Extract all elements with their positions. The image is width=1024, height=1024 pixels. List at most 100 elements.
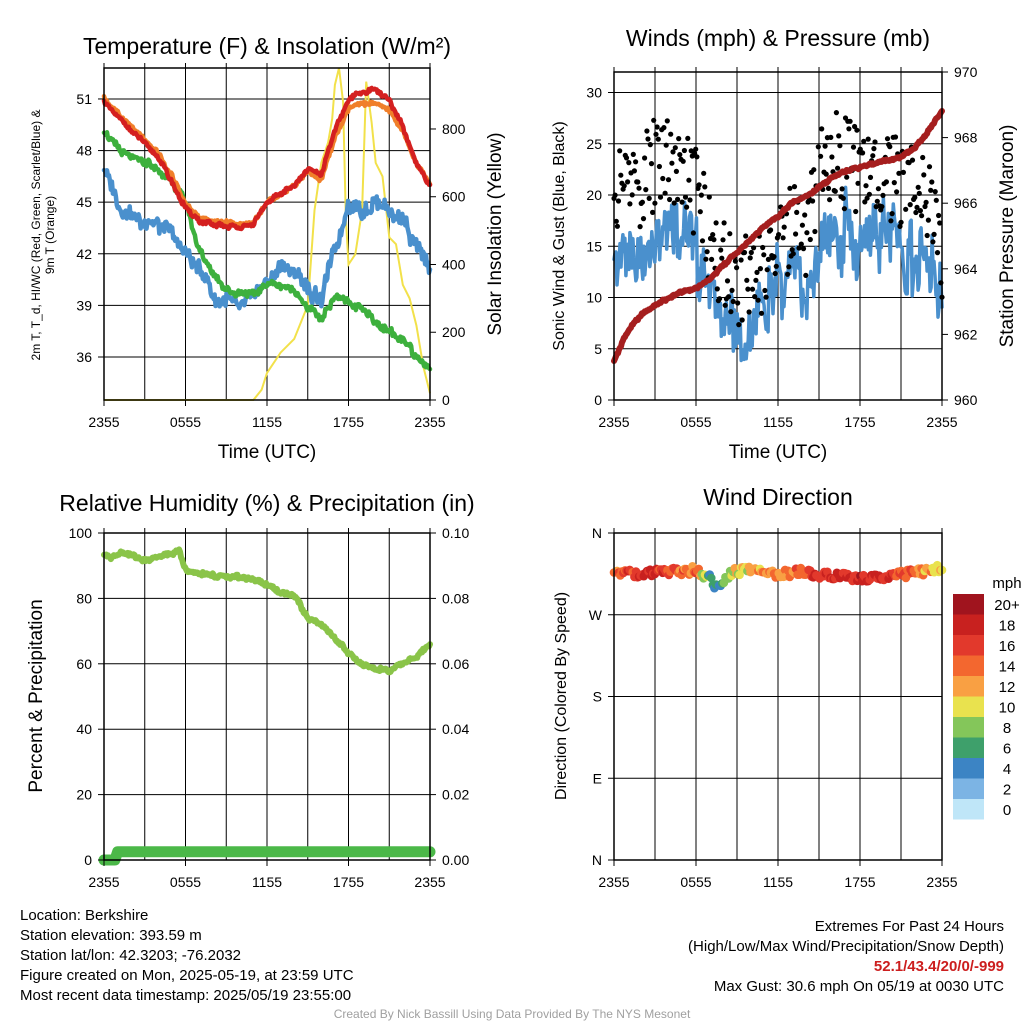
y-tick-label: 36: [76, 349, 92, 365]
series-dewpoint: [101, 130, 433, 372]
gust-point: [648, 161, 655, 167]
gust-point: [916, 190, 922, 196]
x-tick-label: 2355: [88, 414, 119, 430]
gust-point: [626, 160, 632, 166]
legend-label: 14: [999, 659, 1016, 676]
gust-point: [789, 247, 795, 253]
gust-point: [660, 175, 666, 182]
gust-point: [637, 224, 643, 230]
gust-point: [627, 201, 633, 207]
gust-point: [653, 131, 659, 137]
y-tick-label-right: 960: [954, 392, 978, 408]
gust-point: [919, 213, 925, 219]
y-tick-label-right: 0.02: [442, 787, 469, 803]
y-axis-label: Direction (Colored By Speed): [553, 592, 570, 800]
x-tick-label: 1155: [763, 414, 793, 430]
gust-point: [807, 236, 813, 243]
gust-point: [734, 265, 740, 271]
y-axis-label-line2: 9m T (Orange): [43, 196, 57, 274]
gust-point: [794, 209, 800, 215]
gust-point: [781, 224, 787, 230]
y-tick-label: 80: [76, 590, 92, 606]
gust-point: [934, 250, 941, 256]
gust-point: [865, 136, 871, 142]
gust-point: [804, 230, 810, 236]
speed-legend: [953, 594, 984, 820]
y-tick-label: 0: [594, 392, 602, 408]
gust-point: [872, 139, 878, 145]
gust-point: [812, 228, 818, 235]
panel-title: Winds (mph) & Pressure (mb): [626, 25, 930, 51]
x-tick-label: 2355: [598, 414, 629, 430]
gust-point: [706, 194, 712, 200]
gust-point: [921, 172, 927, 178]
gust-point: [889, 211, 895, 217]
max-gust: Max Gust: 30.6 mph On 05/19 at 0030 UTC: [713, 978, 1004, 995]
x-tick-label: 0555: [680, 414, 711, 430]
y-tick-label-right: 600: [442, 189, 466, 205]
gust-point: [755, 297, 761, 303]
y-tick-label-right: 966: [954, 195, 978, 211]
gust-point: [758, 310, 765, 316]
gust-point: [749, 286, 756, 292]
station-info: Location: Berkshire Station elevation: 3…: [20, 906, 354, 1006]
series-relative-humidity: [101, 546, 433, 676]
gust-point: [854, 127, 860, 133]
x-tick-label: 2355: [926, 874, 957, 890]
extremes-subtitle: (High/Low/Max Wind/Precipitation/Snow De…: [688, 938, 1004, 955]
gust-point: [837, 143, 843, 149]
panel-4: [613, 532, 943, 861]
gust-point: [717, 296, 723, 302]
gust-point: [887, 144, 893, 150]
gust-point: [650, 209, 656, 215]
gust-point: [896, 170, 902, 176]
gust-point: [639, 199, 646, 205]
gust-point: [840, 195, 846, 201]
y-tick-label: 25: [586, 136, 602, 152]
extremes-panel: Extremes For Past 24 Hours (High/Low/Max…: [688, 917, 1004, 997]
x-tick-label: 2355: [414, 874, 445, 890]
gust-point: [776, 232, 782, 238]
x-axis-label: Time (UTC): [729, 442, 828, 463]
gust-point: [686, 177, 692, 183]
gust-point: [920, 154, 926, 161]
gust-point: [704, 249, 710, 255]
y-tick-label-right: 970: [954, 64, 978, 80]
gust-point: [936, 212, 942, 219]
gust-point: [879, 204, 885, 210]
x-tick-label: 0555: [170, 414, 201, 430]
gust-point: [671, 200, 677, 206]
y-axis-label: Percent & Precipitation: [26, 599, 47, 792]
gust-point: [818, 153, 824, 159]
gust-point: [768, 227, 774, 233]
gust-point: [714, 286, 720, 292]
gust-point: [629, 192, 635, 198]
legend-swatch: [953, 676, 984, 697]
gust-point: [697, 209, 703, 215]
gust-point: [762, 287, 768, 294]
gust-point: [617, 148, 623, 154]
panel-2-axes: [608, 67, 948, 406]
gust-point: [713, 220, 719, 226]
y-tick-label: 39: [76, 297, 92, 313]
gust-point: [880, 192, 886, 198]
gust-point: [736, 322, 742, 328]
gust-point: [727, 231, 733, 237]
x-tick-label: 1755: [844, 874, 875, 890]
gust-point: [763, 294, 769, 300]
x-tick-label: 0555: [170, 874, 201, 890]
gust-point: [827, 197, 833, 203]
y-tick-label: E: [593, 770, 602, 786]
direction-point: [707, 573, 716, 583]
gust-point: [884, 136, 891, 142]
gust-point: [928, 187, 934, 193]
x-tick-label: 1155: [763, 874, 793, 890]
gust-point: [800, 246, 807, 252]
gust-point: [694, 154, 700, 160]
gust-point: [787, 185, 793, 191]
gust-point: [847, 118, 853, 124]
gust-point: [730, 298, 736, 305]
station-location: Location: Berkshire: [20, 907, 149, 924]
gust-point: [699, 238, 706, 244]
gust-point: [894, 189, 900, 195]
